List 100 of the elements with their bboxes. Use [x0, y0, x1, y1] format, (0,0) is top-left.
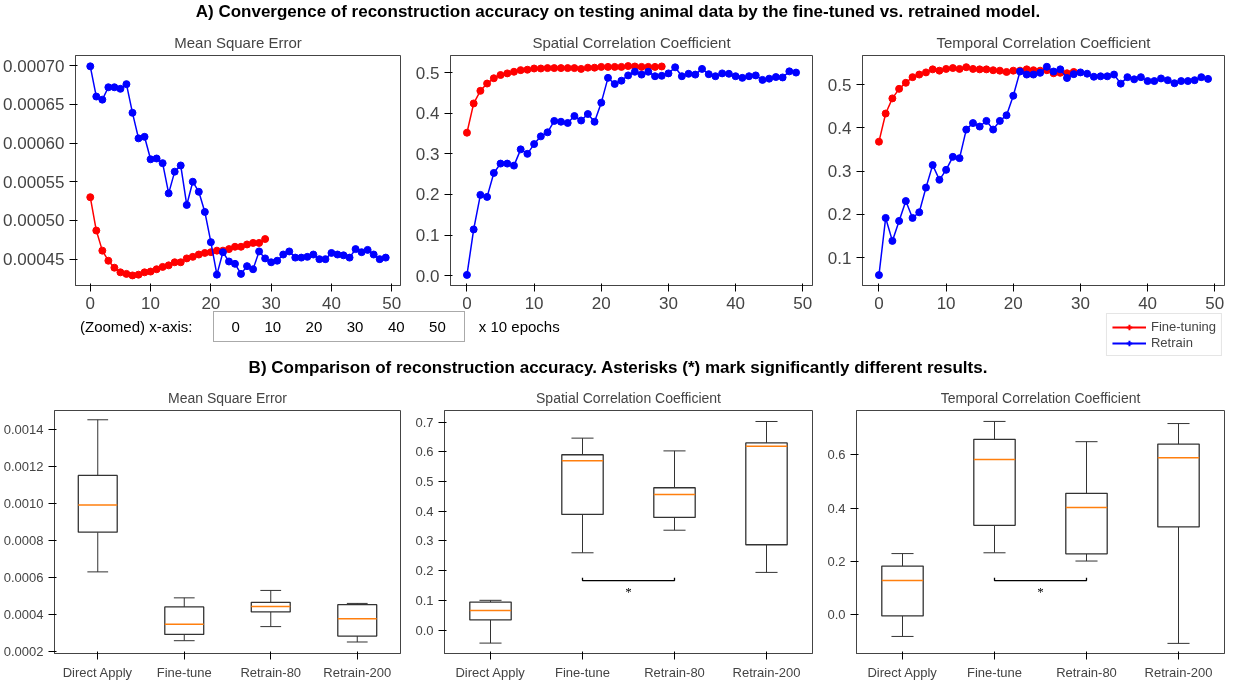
y-tick-label: 0.0004: [3, 607, 44, 623]
x-tick-label: 0: [85, 293, 96, 313]
point: [921, 183, 930, 192]
point: [955, 154, 964, 163]
point: [249, 265, 258, 274]
point: [1143, 77, 1152, 86]
y-tick-label: 0.0012: [3, 458, 44, 474]
point: [651, 72, 660, 81]
point: [357, 248, 366, 257]
point: [921, 68, 930, 77]
x-tick-label: Direct Apply: [455, 664, 526, 680]
point: [1204, 74, 1213, 83]
point: [122, 80, 131, 89]
point: [915, 70, 924, 79]
point: [942, 165, 951, 174]
point: [577, 64, 586, 73]
point: [523, 65, 532, 74]
point: [597, 62, 606, 71]
point: [110, 263, 119, 272]
point: [523, 149, 532, 158]
point: [603, 73, 612, 82]
point: [1002, 111, 1011, 120]
point: [942, 64, 951, 73]
point: [982, 65, 991, 74]
y-tick-label: 0.00045: [3, 250, 65, 270]
x-tick-label: 0: [874, 293, 884, 313]
point: [1150, 77, 1159, 86]
point: [182, 200, 191, 209]
y-tick-label: 0.0: [827, 607, 846, 623]
point: [644, 67, 653, 76]
y-tick-label: 0.00060: [3, 134, 65, 154]
x-tick-label: Direct Apply: [62, 664, 133, 680]
x-tick-label: Fine-tune: [156, 664, 212, 680]
y-tick-label: 0.0002: [3, 644, 44, 660]
point: [975, 122, 984, 131]
point: [651, 62, 660, 71]
point: [469, 225, 478, 234]
point: [128, 108, 137, 117]
y-tick-label: 0.0: [415, 622, 434, 638]
point: [381, 253, 390, 262]
x-tick-label: Retrain-80: [644, 664, 705, 680]
point: [935, 66, 944, 75]
x-tick-label: Retrain-80: [1056, 664, 1117, 680]
point: [146, 267, 155, 276]
y-tick-label: 0.6: [415, 444, 434, 460]
point: [489, 74, 498, 83]
point: [684, 69, 693, 78]
point: [255, 238, 264, 247]
x-tick-label: 50: [1205, 293, 1225, 313]
point: [140, 132, 149, 141]
x-tick-label: Direct Apply: [867, 664, 938, 680]
point: [982, 116, 991, 125]
y-tick-label: 0.5: [415, 63, 440, 83]
point: [285, 247, 294, 256]
point: [543, 128, 552, 137]
point: [1089, 72, 1098, 81]
chart-title: Temporal Correlation Coefficient: [940, 389, 1141, 406]
annotation: *: [1037, 583, 1044, 599]
point: [955, 64, 964, 73]
point: [1096, 72, 1105, 81]
y-tick-label: 0.00055: [3, 172, 65, 192]
point: [610, 62, 619, 71]
point: [476, 86, 485, 95]
point: [637, 70, 646, 79]
point: [657, 62, 666, 71]
y-tick-label: 0.1: [827, 248, 852, 268]
point: [345, 253, 354, 262]
point: [624, 62, 633, 71]
point: [536, 64, 545, 73]
y-tick-label: 0.3: [415, 144, 440, 164]
point: [104, 256, 113, 265]
point: [86, 193, 95, 202]
point: [711, 72, 720, 81]
point: [194, 250, 203, 259]
point: [483, 79, 492, 88]
point: [200, 207, 209, 216]
x-tick-label: 10: [524, 293, 544, 313]
point: [1009, 66, 1018, 75]
point: [874, 271, 883, 280]
x-tick-label: 50: [382, 293, 402, 313]
x-tick-label: 20: [201, 293, 221, 313]
x-tick-label: 50: [793, 293, 813, 313]
point: [92, 226, 101, 235]
point: [915, 208, 924, 217]
point: [935, 175, 944, 184]
point: [152, 154, 161, 163]
point: [158, 262, 167, 271]
point: [724, 69, 733, 78]
point: [1197, 73, 1206, 82]
x-tick-label: Fine-tune: [967, 664, 1022, 680]
point: [888, 236, 897, 245]
point: [590, 63, 599, 72]
point: [691, 70, 700, 79]
point: [536, 132, 545, 141]
y-tick-label: 0.3: [827, 162, 852, 182]
point: [874, 137, 883, 146]
point: [176, 258, 185, 267]
y-tick-label: 0.0006: [3, 569, 44, 585]
point: [327, 248, 336, 257]
annotation: *: [625, 583, 632, 599]
